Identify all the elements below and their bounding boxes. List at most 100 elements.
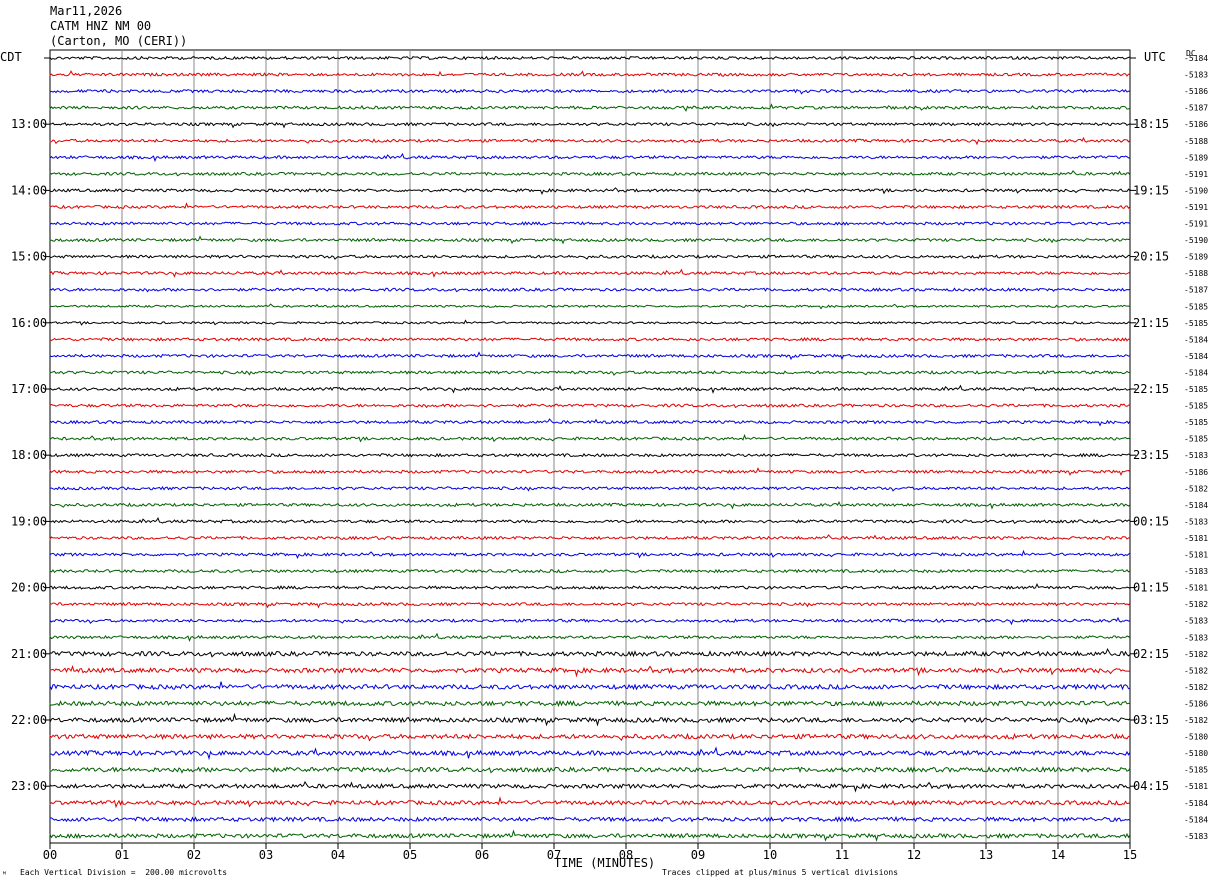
dc-offset-label: -5185 xyxy=(1184,766,1208,775)
trace-row xyxy=(49,418,1131,427)
x-tick-label: 05 xyxy=(403,848,417,862)
dc-offset-label: -5191 xyxy=(1184,170,1208,179)
utc-hour-label: 00:15 xyxy=(1133,514,1169,528)
dc-offset-label: -5187 xyxy=(1184,286,1208,295)
dc-offset-label: -5185 xyxy=(1184,418,1208,427)
trace-row xyxy=(49,699,1131,708)
cdt-hour-label: 13:00 xyxy=(11,117,47,131)
dc-offset-label: -5182 xyxy=(1184,666,1208,675)
dc-offset-label: -5183 xyxy=(1184,617,1208,626)
trace-row xyxy=(49,121,1131,129)
cdt-hour-label: 16:00 xyxy=(11,316,47,330)
cdt-hour-label: 20:00 xyxy=(11,581,47,595)
trace-row xyxy=(49,103,1131,112)
trace-row xyxy=(49,235,1131,245)
utc-hour-label: 22:15 xyxy=(1133,382,1169,396)
dc-offset-label: -5184 xyxy=(1184,335,1208,344)
trace-row xyxy=(49,152,1131,163)
dc-offset-label: -5182 xyxy=(1184,650,1208,659)
dc-offset-label: -5184 xyxy=(1184,368,1208,377)
trace-row xyxy=(49,632,1131,642)
utc-hour-label: 02:15 xyxy=(1133,647,1169,661)
cdt-hour-label: 14:00 xyxy=(11,183,47,197)
trace-row xyxy=(49,601,1131,609)
trace-row xyxy=(49,170,1131,177)
x-tick-label: 07 xyxy=(547,848,561,862)
dc-offset-label: -5182 xyxy=(1184,600,1208,609)
trace-row xyxy=(49,681,1131,691)
utc-hour-label: 18:15 xyxy=(1133,117,1169,131)
dc-offset-label: -5184 xyxy=(1184,54,1208,63)
dc-offset-label: -5183 xyxy=(1184,832,1208,841)
utc-hour-label: 03:15 xyxy=(1133,713,1169,727)
dc-offset-label: -5181 xyxy=(1184,782,1208,791)
dc-offset-label: -5183 xyxy=(1184,633,1208,642)
dc-offset-label: -5188 xyxy=(1184,269,1208,278)
trace-row xyxy=(49,136,1131,146)
dc-offset-label: -5188 xyxy=(1184,137,1208,146)
trace-row xyxy=(49,549,1131,560)
trace-row xyxy=(49,746,1131,761)
x-tick-label: 04 xyxy=(331,848,345,862)
trace-row xyxy=(49,486,1131,492)
dc-offset-label: -5181 xyxy=(1184,551,1208,560)
x-tick-label: 03 xyxy=(259,848,273,862)
dc-offset-label: -5185 xyxy=(1184,319,1208,328)
trace-row xyxy=(49,70,1131,77)
dc-offset-label: -5181 xyxy=(1184,534,1208,543)
trace-row xyxy=(49,337,1130,342)
dc-offset-label: -5186 xyxy=(1184,468,1208,477)
trace-row xyxy=(49,303,1131,310)
trace-row xyxy=(49,568,1131,574)
trace-row xyxy=(49,55,1131,61)
cdt-hour-label: 23:00 xyxy=(11,779,47,793)
trace-row xyxy=(49,369,1131,376)
dc-offset-label: -5184 xyxy=(1184,815,1208,824)
x-tick-label: 13 xyxy=(979,848,993,862)
utc-hour-label: 04:15 xyxy=(1133,779,1169,793)
x-tick-label: 01 xyxy=(115,848,129,862)
x-tick-label: 15 xyxy=(1123,848,1137,862)
x-tick-label: 02 xyxy=(187,848,201,862)
dc-offset-label: -5186 xyxy=(1184,699,1208,708)
trace-row xyxy=(49,500,1131,510)
trace-row xyxy=(49,187,1131,195)
trace-row xyxy=(49,88,1131,95)
x-tick-label: 08 xyxy=(619,848,633,862)
dc-offset-label: -5190 xyxy=(1184,186,1208,195)
x-axis-label: TIME (MINUTES) xyxy=(554,856,656,870)
x-tick-label: 12 xyxy=(907,848,921,862)
cdt-hour-label: 21:00 xyxy=(11,647,47,661)
trace-row xyxy=(49,202,1131,210)
dc-offset-label: -5182 xyxy=(1184,683,1208,692)
cdt-hour-label: 18:00 xyxy=(11,448,47,462)
dc-offset-label: -5182 xyxy=(1184,484,1208,493)
trace-row xyxy=(49,766,1131,774)
dc-offset-label: -5185 xyxy=(1184,402,1208,411)
cdt-label: CDT xyxy=(0,50,22,64)
plot-date: Mar11,2026 xyxy=(50,4,123,18)
utc-hour-label: 19:15 xyxy=(1133,183,1169,197)
trace-row xyxy=(49,665,1131,678)
trace-row xyxy=(49,403,1131,409)
dc-offset-label: -5183 xyxy=(1184,71,1208,80)
dc-offset-label: -5189 xyxy=(1184,253,1208,262)
plot-frame xyxy=(49,49,1131,844)
x-tick-label: 09 xyxy=(691,848,705,862)
trace-row xyxy=(49,268,1131,278)
trace-row xyxy=(49,534,1131,541)
dc-offset-label: -5183 xyxy=(1184,567,1208,576)
dc-offset-label: -5184 xyxy=(1184,352,1208,361)
utc-hour-label: 01:15 xyxy=(1133,581,1169,595)
trace-row xyxy=(49,780,1130,793)
trace-row xyxy=(49,319,1131,326)
trace-row xyxy=(49,616,1131,626)
x-tick-label: 06 xyxy=(475,848,489,862)
dc-offset-label: -5191 xyxy=(1184,220,1208,229)
vertical-division-note: Each Vertical Division = 200.00 microvol… xyxy=(20,868,228,877)
x-tick-label: 11 xyxy=(835,848,849,862)
dc-label: DC xyxy=(1186,49,1196,58)
trace-row xyxy=(49,732,1131,742)
station-name: CATM HNZ NM 00 xyxy=(50,19,152,33)
